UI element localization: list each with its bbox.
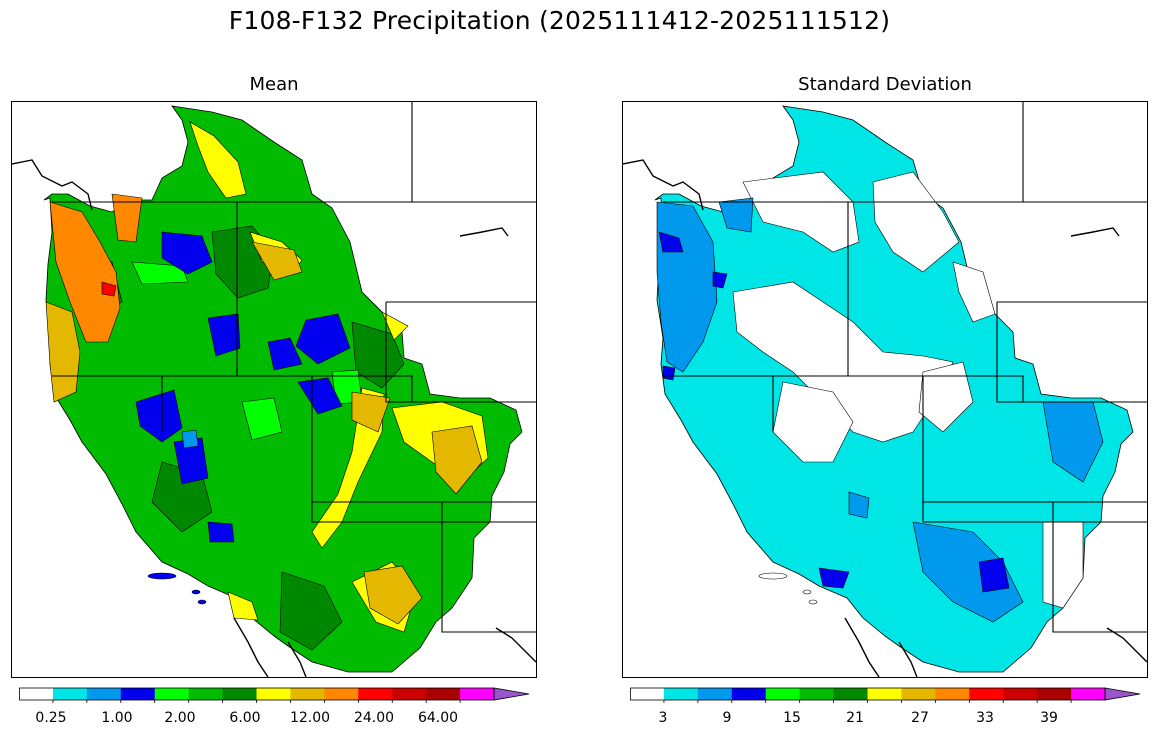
mean-colorbar-segment: [120, 688, 156, 700]
mean-gold-5: [351, 391, 391, 433]
stddev-panel-title: Standard Deviation: [798, 74, 972, 95]
mean-gold-3: [363, 565, 423, 625]
stddev-cbar-label: 39: [1040, 710, 1058, 726]
mean-cbar-label: 1.00: [101, 710, 133, 726]
stddev-white-3: [872, 171, 960, 273]
stddev-colorbar-segment: [663, 688, 699, 700]
mean-blue-2: [207, 313, 241, 357]
stddev-cbar-label: 3: [658, 710, 668, 726]
stddev-cbar-label: 33: [976, 710, 994, 726]
mean-yellow-1: [189, 121, 247, 199]
mean-colorbar-segment: [52, 688, 88, 700]
mean-red-1: [101, 281, 117, 297]
stddev-colorbar-segment: [833, 688, 869, 700]
mean-cbar-label: 6.00: [229, 710, 261, 726]
mean-blue-4: [295, 313, 351, 365]
mean-panel-title: Mean: [249, 74, 299, 95]
mean-colorbar-labels: 0.25 1.00 2.00 6.00 12.00 24.00 64.00: [19, 710, 531, 730]
figure-title: F108-F132 Precipitation (2025111412-2025…: [228, 6, 891, 35]
stddev-map-svg: [623, 102, 1147, 677]
mean-cbar-label: 2.00: [164, 710, 196, 726]
mean-colorbar-extend-arrow: [493, 687, 530, 701]
stddev-cbar-label: 15: [783, 710, 801, 726]
stddev-colorbar-segment: [1071, 688, 1106, 700]
stddev-colorbar-segment: [867, 688, 902, 700]
mean-colorbar-segment: [426, 688, 461, 700]
mean-coastline: [12, 159, 536, 677]
stddev-colorbar-segment: [697, 688, 733, 700]
stddev-colorbar-labels: 3 9 15 21 27 33 39: [630, 710, 1142, 730]
stddev-blue-5: [662, 365, 676, 381]
stddev-sky-4: [718, 197, 754, 233]
mean-gold-4: [251, 241, 303, 281]
mean-dark-green-3: [279, 571, 343, 651]
stddev-map[interactable]: [622, 101, 1148, 678]
mean-colorbar-segment: [460, 688, 495, 700]
stddev-sky-2: [912, 521, 1024, 623]
mean-blue-8: [207, 521, 235, 543]
mean-orange-1: [49, 201, 121, 343]
mean-colorbar-svg: [19, 687, 530, 703]
stddev-colorbar-segment: [630, 688, 665, 700]
mean-cbar-label: 0.25: [35, 710, 67, 726]
stddev-coastline: [623, 159, 1147, 677]
mean-state-lines: [52, 102, 536, 633]
mean-sky-1: [181, 429, 199, 449]
mean-colorbar-segment: [324, 688, 359, 700]
mean-blue-1: [161, 231, 213, 275]
stddev-colorbar-segment: [731, 688, 767, 700]
mean-blue-6: [135, 389, 183, 443]
mean-light-green-1: [131, 261, 189, 285]
mean-colorbar-segment: [290, 688, 325, 700]
mean-colorbar-segment: [358, 688, 393, 700]
mean-islands: [147, 572, 207, 605]
mean-gold-2: [431, 425, 483, 495]
mean-gold-1: [45, 301, 81, 403]
stddev-colorbar-segment: [1037, 688, 1072, 700]
mean-light-green-2: [241, 397, 283, 441]
stddev-blue-2: [978, 557, 1010, 593]
mean-map-svg: [12, 102, 536, 677]
stddev-colorbar-segment: [901, 688, 936, 700]
stddev-cbar-label: 21: [846, 710, 864, 726]
stddev-colorbar-segment: [1003, 688, 1038, 700]
mean-blue-5: [297, 377, 343, 415]
stddev-sky-5: [848, 491, 870, 519]
stddev-colorbar-segment: [765, 688, 801, 700]
stddev-islands: [758, 572, 818, 605]
stddev-colorbar-segment: [799, 688, 835, 700]
stddev-cbar-label: 9: [722, 710, 732, 726]
stddev-colorbar-extend-arrow: [1104, 687, 1141, 701]
mean-cbar-label: 12.00: [289, 710, 331, 726]
stddev-white-1: [742, 171, 860, 253]
stddev-white-7: [952, 261, 996, 323]
stddev-cbar-label: 27: [911, 710, 929, 726]
stddev-blue-1: [658, 231, 684, 253]
mean-blue-3: [267, 337, 303, 371]
mean-cbar-label: 64.00: [417, 710, 459, 726]
stddev-colorbar-segment: [935, 688, 970, 700]
mean-yellow-7: [381, 311, 409, 341]
mean-map[interactable]: [11, 101, 537, 678]
stddev-colorbar: [630, 687, 1142, 703]
stddev-white-6: [1042, 521, 1084, 609]
stddev-blue-4: [712, 271, 728, 289]
mean-colorbar-segment: [19, 688, 54, 700]
mean-orange-2: [111, 193, 143, 243]
stddev-blue-3: [818, 567, 850, 589]
stddev-colorbar-segment: [969, 688, 1004, 700]
stddev-white-5: [918, 361, 974, 433]
stddev-state-lines: [663, 102, 1147, 633]
mean-yellow-6: [227, 591, 259, 621]
mean-colorbar: [19, 687, 531, 703]
mean-colorbar-segment: [86, 688, 122, 700]
mean-colorbar-segment: [222, 688, 258, 700]
stddev-colorbar-svg: [630, 687, 1141, 703]
mean-colorbar-segment: [154, 688, 190, 700]
mean-colorbar-segment: [256, 688, 291, 700]
mean-cbar-label: 24.00: [353, 710, 395, 726]
mean-colorbar-segment: [188, 688, 224, 700]
mean-colorbar-segment: [392, 688, 427, 700]
